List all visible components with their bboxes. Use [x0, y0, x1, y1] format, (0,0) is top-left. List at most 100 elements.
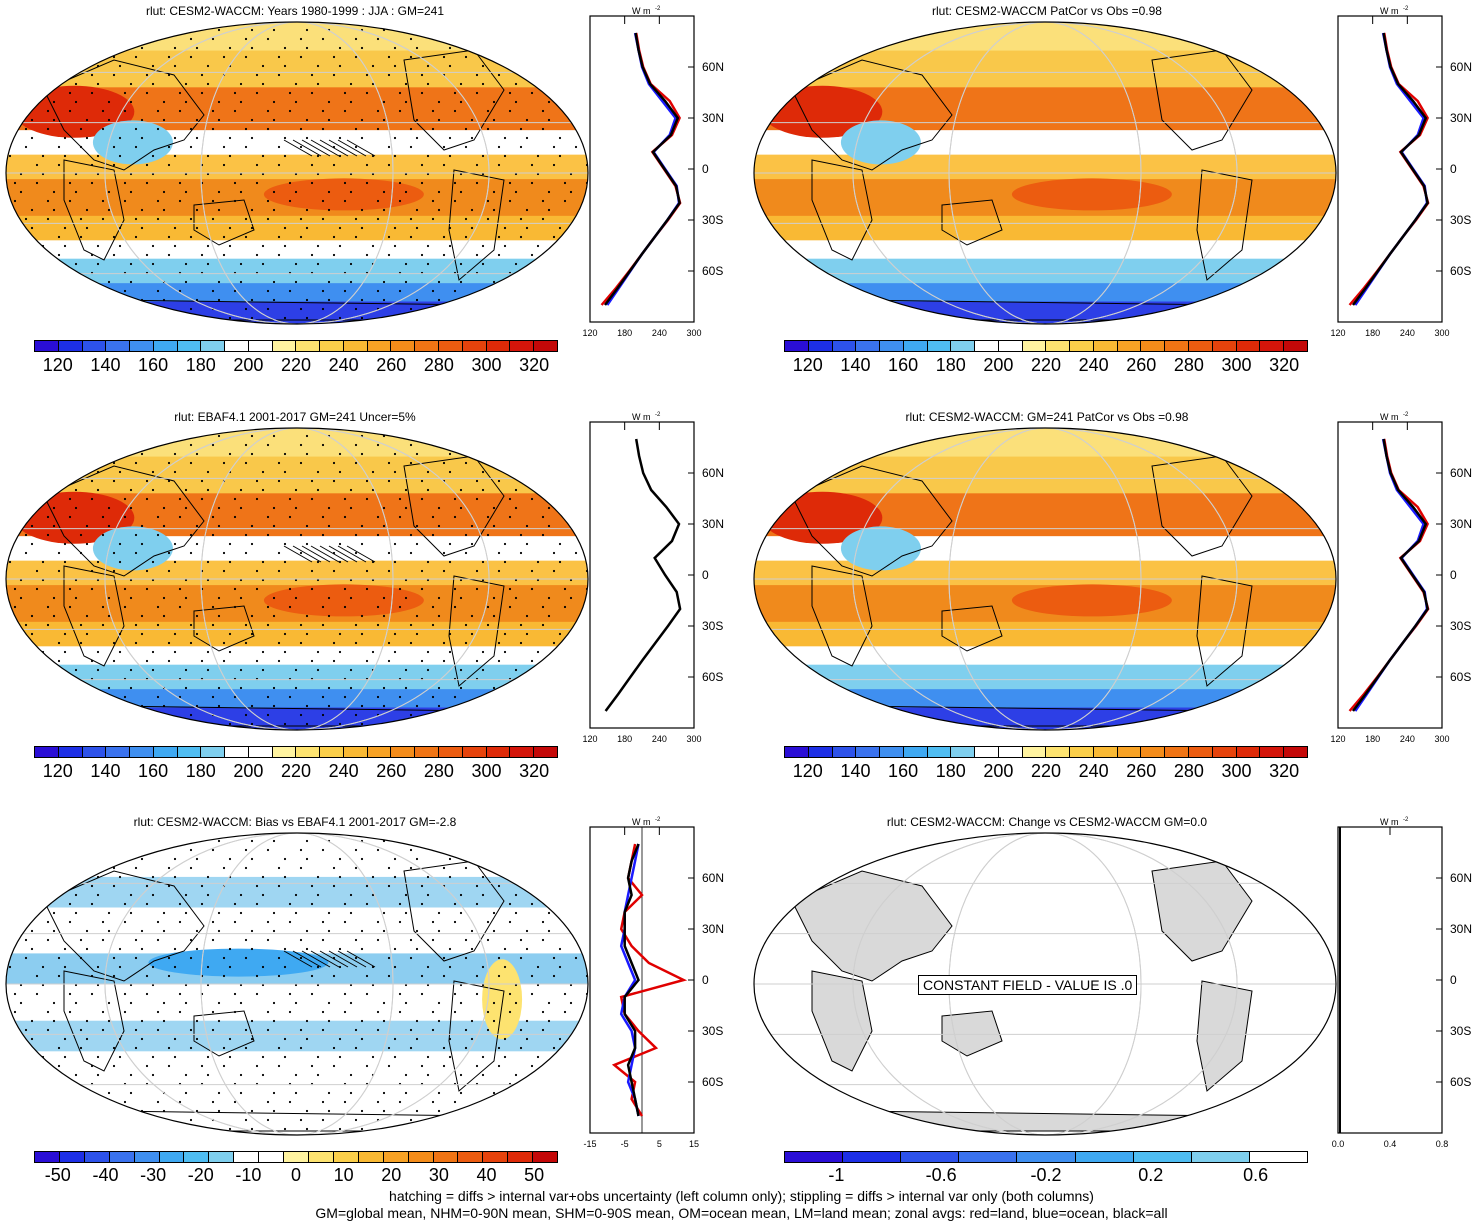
- stipple-dot: [541, 1118, 545, 1122]
- stipple-dot: [464, 956, 468, 960]
- stipple-dot: [211, 1028, 215, 1032]
- stipple-dot: [431, 623, 435, 627]
- stipple-dot: [288, 289, 292, 293]
- stipple-dot: [228, 46, 232, 50]
- stipple-dot: [354, 145, 358, 149]
- stipple-dot: [519, 551, 523, 555]
- stipple-dot: [525, 1109, 529, 1113]
- stipple-dot: [420, 479, 424, 483]
- stipple-dot: [134, 551, 138, 555]
- stipple-dot: [497, 461, 501, 465]
- stipple-dot: [167, 956, 171, 960]
- stipple-dot: [530, 992, 534, 996]
- graticule-lon: [948, 428, 1142, 730]
- stipple-dot: [338, 650, 342, 654]
- stipple-dot: [13, 271, 17, 275]
- stipple-dot: [486, 199, 490, 203]
- stipple-dot: [283, 542, 287, 546]
- stipple-dot: [13, 920, 17, 924]
- stipple-dot: [437, 298, 441, 302]
- stipple-dot: [30, 452, 34, 456]
- lat-label: 30S: [1450, 619, 1471, 633]
- stipple-dot: [486, 37, 490, 41]
- stipple-dot: [481, 154, 485, 158]
- stipple-dot: [140, 208, 144, 212]
- stipple-dot: [8, 560, 12, 564]
- stipple-dot: [173, 542, 177, 546]
- stipple-dot: [393, 64, 397, 68]
- stipple-dot: [255, 163, 259, 167]
- stipple-dot: [134, 461, 138, 465]
- stipple-dot: [409, 866, 413, 870]
- colorbar-swatch: [951, 747, 976, 757]
- stipple-dot: [184, 488, 188, 492]
- stipple-dot: [272, 506, 276, 510]
- stipple-dot: [134, 533, 138, 537]
- stipple-dot: [63, 452, 67, 456]
- stipple-dot: [415, 226, 419, 230]
- stipple-dot: [354, 1118, 358, 1122]
- stipple-dot: [107, 100, 111, 104]
- colorbar-swatch: [84, 1152, 110, 1162]
- colorbar-swatch: [177, 341, 202, 351]
- stipple-dot: [574, 956, 578, 960]
- colorbar-swatch: [234, 1152, 260, 1162]
- stipple-dot: [68, 587, 72, 591]
- stipple-dot: [310, 479, 314, 483]
- stipple-dot: [497, 551, 501, 555]
- stipple-dot: [277, 866, 281, 870]
- stipple-dot: [261, 470, 265, 474]
- stipple-dot: [558, 875, 562, 879]
- stipple-dot: [222, 659, 226, 663]
- stipple-dot: [332, 641, 336, 645]
- stipple-dot: [486, 1028, 490, 1032]
- stipple-dot: [420, 181, 424, 185]
- stipple-dot: [211, 515, 215, 519]
- map-field: [754, 428, 1336, 730]
- stipple-dot: [398, 587, 402, 591]
- stipple-dot: [360, 452, 364, 456]
- stipple-dot: [316, 488, 320, 492]
- stipple-dot: [332, 479, 336, 483]
- stipple-dot: [134, 307, 138, 311]
- stipple-dot: [107, 118, 111, 122]
- stipple-dot: [503, 542, 507, 546]
- stipple-dot: [398, 109, 402, 113]
- stipple-dot: [112, 884, 116, 888]
- stipple-dot: [508, 1010, 512, 1014]
- stipple-dot: [173, 136, 177, 140]
- stipple-dot: [46, 515, 50, 519]
- colorbar-swatch: [391, 341, 416, 351]
- stipple-dot: [398, 605, 402, 609]
- stipple-dot: [360, 316, 364, 320]
- stipple-dot: [266, 848, 270, 852]
- stipple-dot: [514, 82, 518, 86]
- stipple-dot: [189, 713, 193, 717]
- stipple-dot: [272, 100, 276, 104]
- stipple-dot: [486, 1100, 490, 1104]
- stipple-dot: [393, 650, 397, 654]
- stipple-dot: [536, 875, 540, 879]
- stipple-dot: [250, 857, 254, 861]
- stipple-dot: [305, 298, 309, 302]
- stipple-dot: [453, 1100, 457, 1104]
- stipple-dot: [217, 614, 221, 618]
- stipple-dot: [481, 488, 485, 492]
- stipple-dot: [547, 524, 551, 528]
- stipple-dot: [228, 947, 232, 951]
- stipple-dot: [525, 857, 529, 861]
- stipple-dot: [519, 145, 523, 149]
- stipple-dot: [288, 199, 292, 203]
- stipple-dot: [310, 569, 314, 573]
- stipple-dot: [464, 1028, 468, 1032]
- stipple-dot: [173, 560, 177, 564]
- stipple-dot: [503, 722, 507, 726]
- panel-title: rlut: CESM2-WACCM: Bias vs EBAF4.1 2001-…: [133, 815, 457, 829]
- stipple-dot: [332, 163, 336, 167]
- stipple-dot: [41, 82, 45, 86]
- stipple-dot: [8, 632, 12, 636]
- stipple-dot: [420, 1064, 424, 1068]
- stipple-dot: [288, 1100, 292, 1104]
- colorbar-swatch: [998, 747, 1023, 757]
- stipple-dot: [63, 650, 67, 654]
